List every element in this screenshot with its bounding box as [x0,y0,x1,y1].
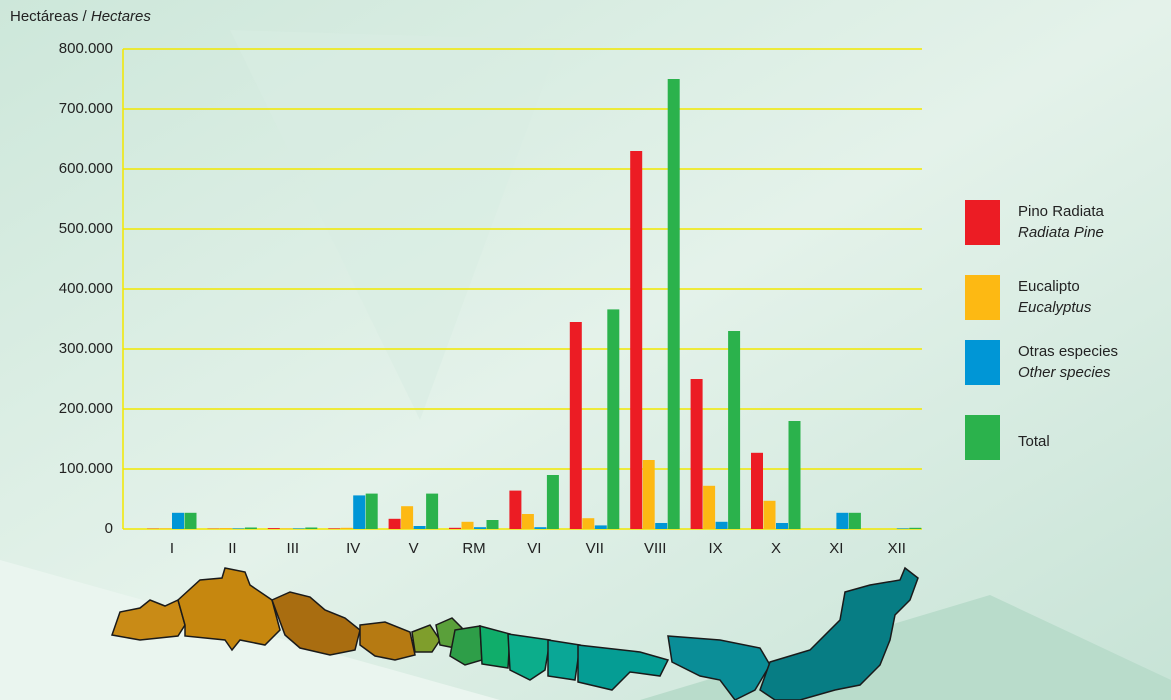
bar [474,527,486,529]
bar [703,485,716,529]
y-tick-label: 300.000 [59,340,113,357]
bar [305,527,318,529]
bar [232,528,245,529]
x-tick-label: VI [527,540,541,557]
bar [848,512,861,529]
x-tick-label: IV [346,540,360,557]
bar [328,528,341,529]
x-tick-label: X [771,540,781,557]
bar [159,528,172,529]
bar [388,518,401,529]
bar [244,527,257,529]
x-tick-label: IX [709,540,723,557]
bar [184,512,197,529]
y-axis-label-en: Hectares [91,8,152,25]
bar [486,520,499,529]
bar [292,528,305,529]
bar [630,151,643,529]
x-tick-label: III [287,540,300,557]
y-axis-label-es: Hectáreas / [10,8,91,25]
y-tick-label: 200.000 [59,400,113,417]
legend-label-en: Radiata Pine [1018,224,1104,241]
x-tick-label: XI [829,540,843,557]
legend-label: Pino Radiata [1018,203,1105,220]
bar [449,527,461,529]
legend-label: Eucalipto [1018,278,1080,295]
bar [267,528,280,529]
bar [582,518,595,529]
x-tick-label: II [228,540,236,557]
legend-label: Total [1018,433,1050,450]
bar [909,527,922,529]
x-tick-label: RM [462,540,485,557]
bar [569,322,582,529]
bar [690,379,703,529]
legend-swatch [965,275,1000,320]
bar [280,528,293,529]
legend-swatch [965,200,1000,245]
bar [776,523,788,529]
legend-swatch [965,415,1000,460]
y-tick-label: 800.000 [59,40,113,57]
legend-label: Otras especies [1018,343,1118,360]
bar [546,475,559,529]
legend-label-en: Other species [1018,364,1111,381]
bar [896,528,909,529]
legend-label-en: Eucalyptus [1018,299,1092,316]
y-tick-label: 0 [105,520,113,537]
bar [426,493,439,529]
bar [365,493,378,529]
x-tick-label: VIII [644,540,667,557]
bar [667,79,680,529]
bar [594,525,607,529]
bar [509,490,522,529]
bar [655,523,668,529]
bar [534,527,547,529]
bar [836,512,849,529]
y-tick-label: 600.000 [59,160,113,177]
bar [353,495,366,529]
x-tick-label: XII [888,540,906,557]
bar [642,460,655,529]
bar [715,521,728,529]
y-tick-label: 400.000 [59,280,113,297]
bar [401,506,414,529]
bar [340,527,353,529]
bar [607,309,620,529]
map [111,566,919,700]
bar [788,421,801,529]
y-tick-label: 500.000 [59,220,113,237]
bar [521,514,534,529]
bar [461,521,474,529]
bar [413,526,426,529]
legend-swatch [965,340,1000,385]
x-tick-label: V [409,540,419,557]
y-tick-label: 100.000 [59,460,113,477]
y-axis-label: Hectáreas / Hectares [10,8,151,25]
background-shape [230,30,560,420]
x-tick-label: I [170,540,174,557]
bar [219,528,232,529]
x-tick-label: VII [586,540,604,557]
bar [728,331,741,529]
bar [751,452,763,529]
bar [172,512,184,529]
bar [763,500,776,529]
y-tick-label: 700.000 [59,100,113,117]
